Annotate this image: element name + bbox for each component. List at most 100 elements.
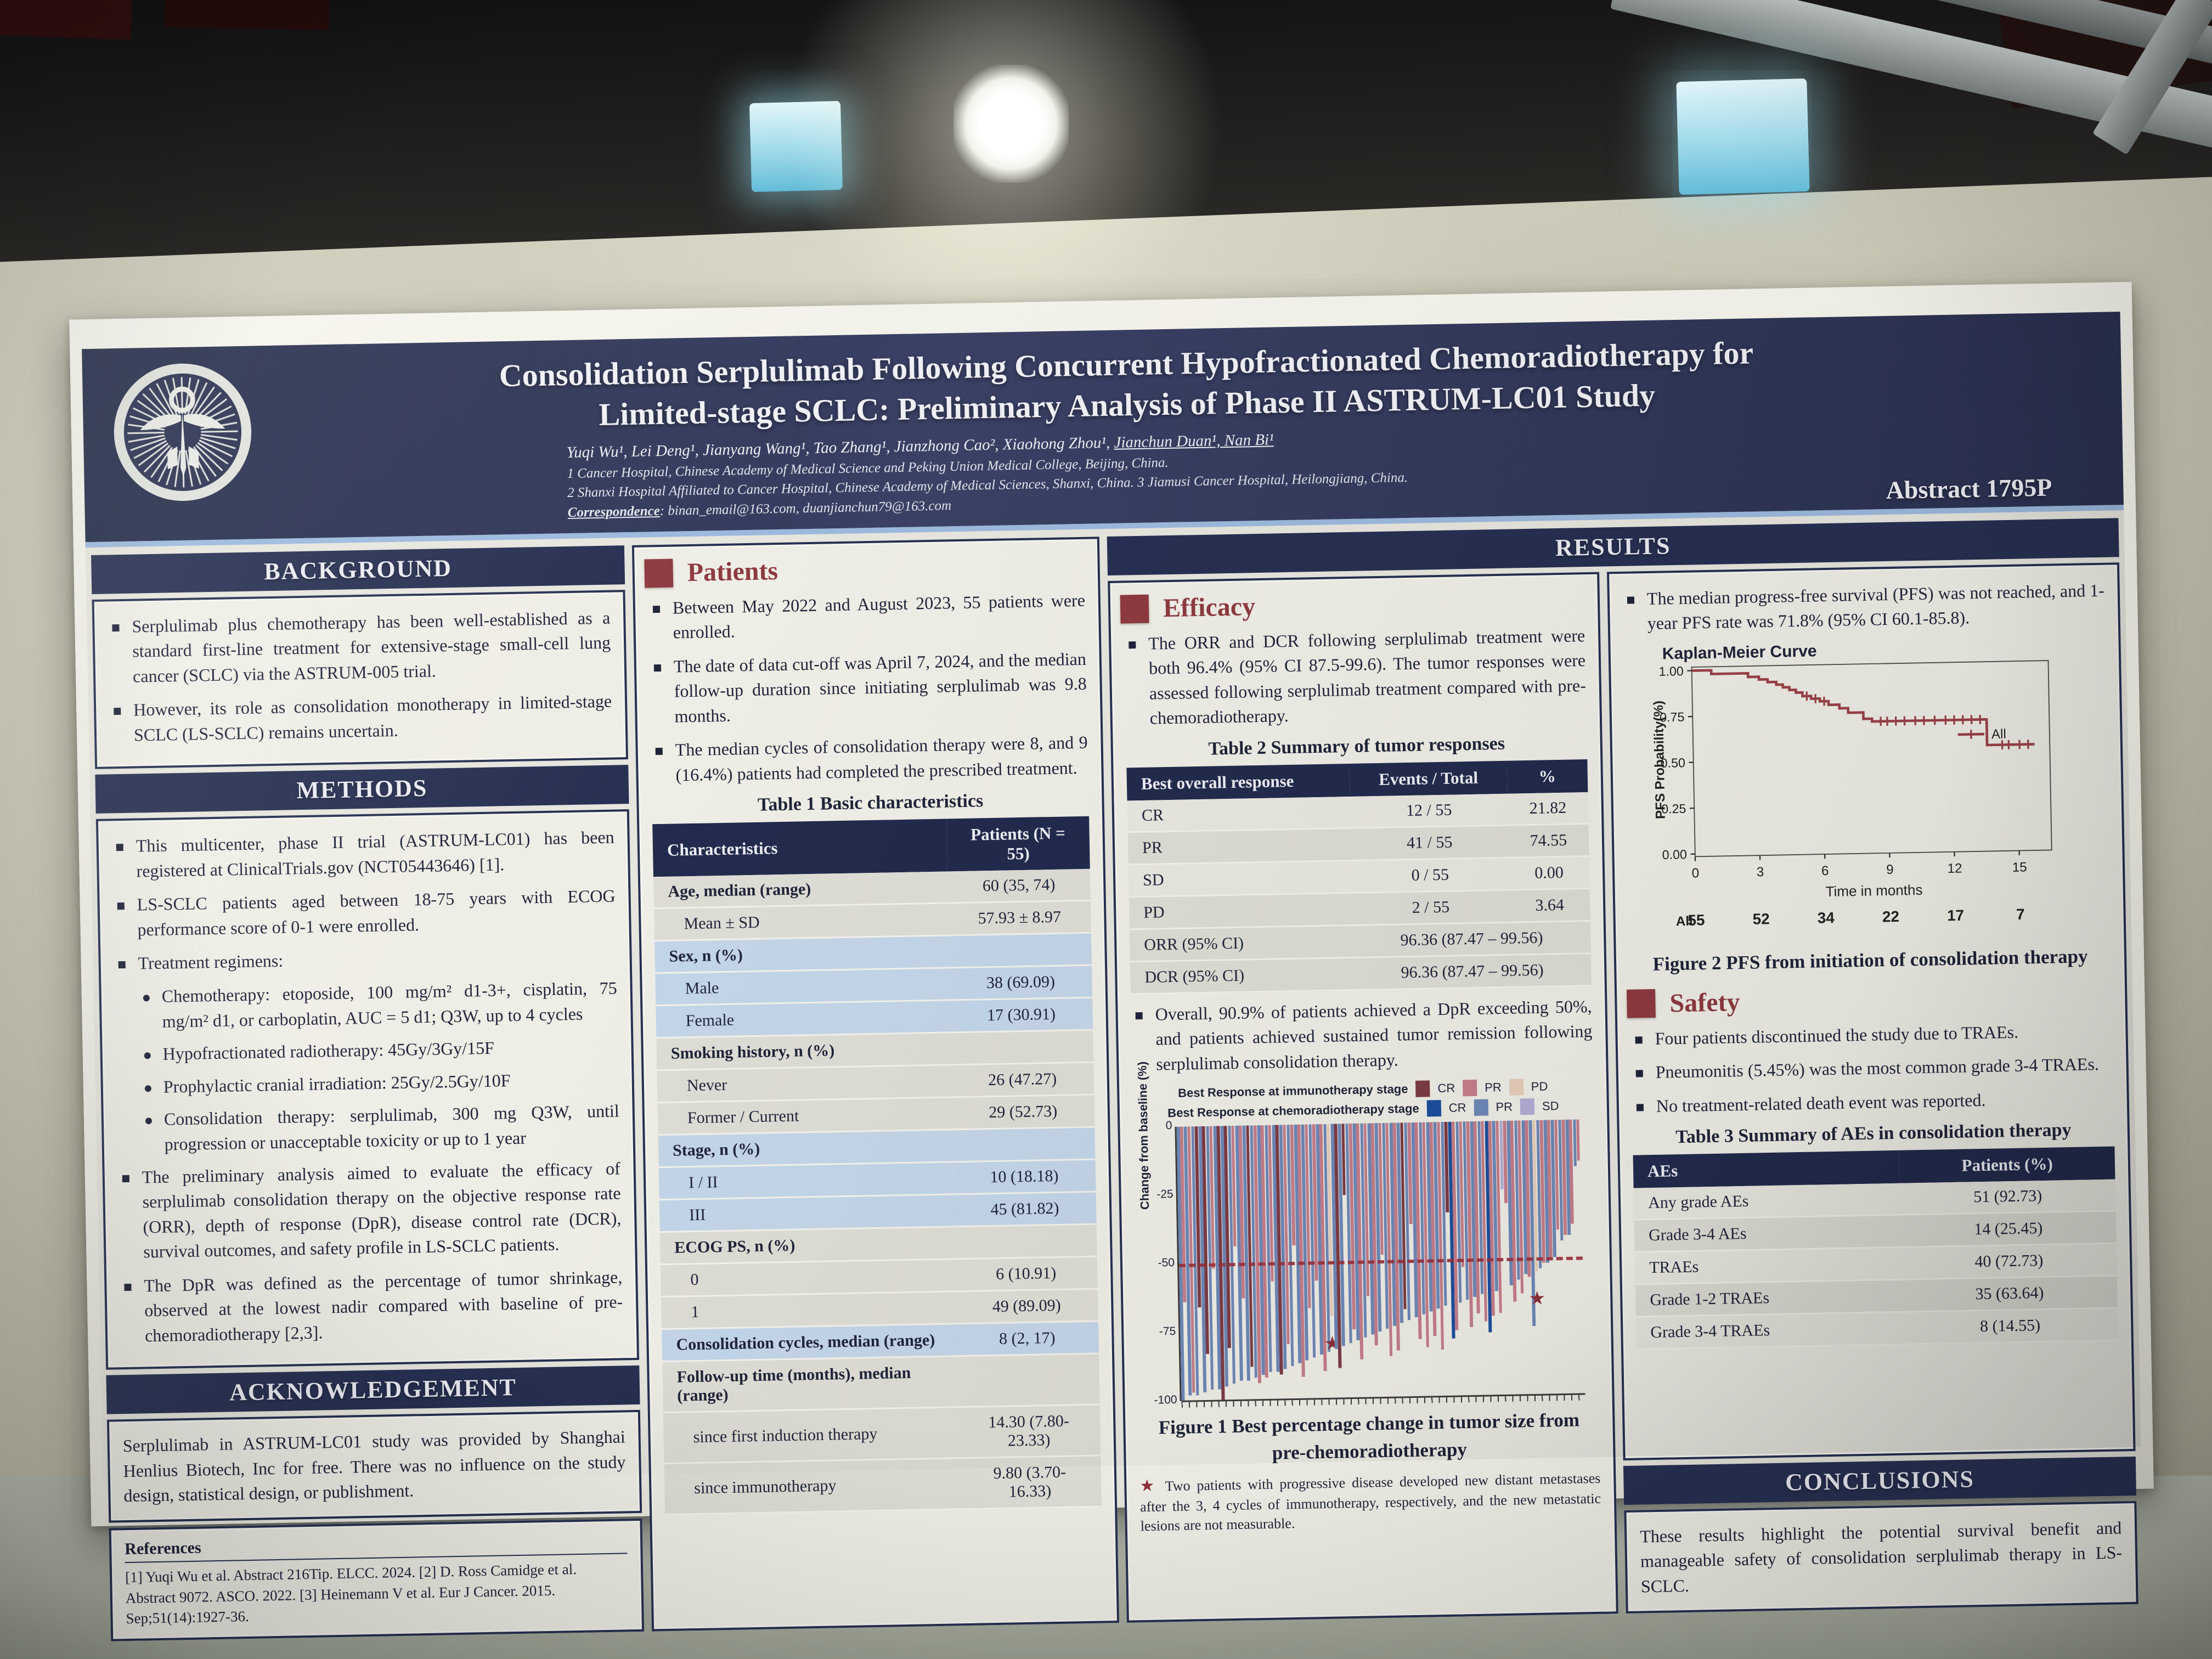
y-tick-label: 0.25 — [1661, 802, 1686, 816]
waterfall-bar-immuno — [1576, 1119, 1581, 1161]
row-value: 14 (25.45) — [1900, 1210, 2117, 1248]
abstract-number-badge: Abstract 1795P — [1886, 473, 2052, 505]
row-label: Never — [657, 1064, 952, 1103]
poster-content: BACKGROUND Serplulimab plus chemotherapy… — [86, 510, 2144, 1641]
cancer-institute-seal-logo — [114, 363, 252, 501]
table3-col-aes: AEs — [1633, 1150, 1900, 1188]
figure1-footnote-text: Two patients with progressive disease de… — [1139, 1470, 1601, 1534]
table1-col-characteristics: Characteristics — [652, 819, 947, 877]
x-axis — [1181, 1393, 1585, 1408]
background-section-header: BACKGROUND — [91, 545, 625, 594]
figure2-km-chart: 0 3 6 9 12 15 1.00 0.75 0.50 0.25 0.00 Time in mont… — [1651, 659, 2052, 929]
x-tick-label: 9 — [1886, 862, 1894, 877]
row-value: 45 (81.82) — [953, 1192, 1097, 1227]
logo-ray — [130, 437, 166, 452]
table3-col-patients: Patients (%) — [1899, 1146, 2115, 1183]
row-label: ECOG PS, n (%) — [659, 1226, 955, 1265]
ceiling-fixture — [164, 0, 330, 30]
logo-ray — [199, 439, 233, 458]
legend-label: All — [1991, 727, 2006, 742]
maroon-square-icon — [644, 558, 674, 588]
row-label: since first induction therapy — [663, 1407, 958, 1464]
figure1-y-axis-label: Change from baseline (%) — [1135, 1061, 1152, 1210]
row-label: ORR (95% CI) — [1129, 925, 1353, 962]
row-label: DCR (95% CI) — [1130, 957, 1354, 994]
bullet-item: LS-SCLC patients aged between 18-75 year… — [112, 884, 616, 943]
references-text: [1] Yuqi Wu et al. Abstract 216Tip. ELCC… — [125, 1561, 577, 1627]
sub-bullet-item: Chemotherapy: etoposide, 100 mg/m² d1-3+… — [114, 976, 618, 1035]
row-pct: 3.64 — [1509, 888, 1590, 922]
legend-swatch-icon — [1520, 1098, 1535, 1115]
row-label: Female — [656, 1000, 950, 1038]
figure1-footnote: ★ Two patients with progressive disease d… — [1139, 1466, 1601, 1536]
efficacy-bullet-1: The ORR and DCR following serplulimab tr… — [1124, 623, 1587, 731]
acknowledgement-text: Serplulimab in ASTRUM-LC01 study was pro… — [122, 1426, 626, 1506]
column-background-methods: BACKGROUND Serplulimab plus chemotherapy… — [91, 545, 645, 1641]
row-label: Male — [655, 968, 950, 1006]
bullet-item: Overall, 90.9% of patients achieved a Dp… — [1131, 994, 1593, 1077]
sub-bullet-item: Prophylactic cranial irradiation: 25Gy/2… — [116, 1066, 619, 1100]
bullet-item: No treatment-related death event was rep… — [1632, 1085, 2114, 1119]
table2-col-events: Events / Total — [1349, 760, 1508, 797]
figure2-caption: Figure 2 PFS from initiation of consolid… — [1652, 945, 2088, 975]
y-axis-label: PFS Probability(%) — [1651, 701, 1668, 819]
legend-swatch-icon — [1415, 1080, 1430, 1097]
at-risk-value: 22 — [1882, 908, 1900, 926]
legend-swatch-label: CR — [1448, 1101, 1466, 1115]
row-label: TRAEs — [1634, 1247, 1902, 1285]
bullet-item: This multicenter, phase II trial (ASTRUM… — [111, 825, 615, 884]
logo-ray — [185, 450, 194, 487]
table3-title: Table 3 Summary of AEs in consolidation … — [1675, 1119, 2072, 1148]
y-tick-label: 0.75 — [1660, 710, 1685, 725]
row-pct: 0.00 — [1508, 856, 1590, 890]
logo-ray — [200, 433, 238, 441]
y-axis-tick-label: -25 — [1156, 1188, 1173, 1201]
row-value: 17 (30.91) — [949, 997, 1093, 1032]
legend-swatch-label: PR — [1485, 1080, 1502, 1094]
bullet-item: However, its role as consolidation monot… — [109, 689, 613, 748]
row-value: 10 (18.18) — [952, 1159, 1096, 1194]
logo-ray — [138, 442, 169, 466]
scientific-poster: Consolidation Serplulimab Following Conc… — [82, 312, 2141, 1649]
safety-section-heading: Safety — [1627, 980, 2112, 1019]
bullet-item: The median cycles of consolidation thera… — [651, 730, 1088, 788]
legend-swatch-label: SD — [1542, 1099, 1559, 1113]
row-label: Mean ± SD — [654, 903, 949, 941]
table2-tumor-responses: Best overall response Events / Total % C… — [1126, 759, 1592, 995]
at-risk-value: 34 — [1818, 909, 1835, 927]
background-bullets: Serplulimab plus chemotherapy has been w… — [108, 606, 612, 748]
row-label: Grade 3-4 AEs — [1634, 1215, 1901, 1252]
at-risk-row-label: All — [1676, 914, 1693, 929]
row-value: 35 (63.64) — [1901, 1275, 2118, 1312]
sub-bullet-item: Consolidation therapy: serplulimab, 300 … — [117, 1099, 620, 1158]
bullet-item: Four patients discontinued the study due… — [1630, 1018, 2113, 1052]
at-risk-value: 17 — [1947, 907, 1965, 924]
row-value: 49 (89.09) — [955, 1289, 1098, 1324]
table1-col-patients: Patients (N = 55) — [946, 816, 1090, 872]
poster-board: Consolidation Serplulimab Following Conc… — [69, 281, 2154, 1649]
x-tick-label: 3 — [1757, 865, 1764, 879]
acknowledgement-section-body: Serplulimab in ASTRUM-LC01 study was pro… — [106, 1409, 642, 1523]
pd-star-icon: ★ — [1528, 1288, 1546, 1310]
bullet-item: The date of data cut-off was April 7, 20… — [650, 647, 1087, 730]
row-label: PD — [1128, 893, 1353, 929]
legend-swatch-label: PR — [1496, 1099, 1513, 1114]
legend-swatch-label: CR — [1437, 1081, 1455, 1096]
row-label: I / II — [658, 1161, 953, 1200]
safety-bullets: Four patients discontinued the study due… — [1630, 1018, 2114, 1119]
conclusions-section-body: These results highlight the potential su… — [1624, 1500, 2138, 1614]
table-header-row: Characteristics Patients (N = 55) — [652, 816, 1090, 877]
row-value: 8 (2, 17) — [955, 1321, 1099, 1356]
table1-title: Table 1 Basic characteristics — [757, 791, 984, 815]
row-label: Age, median (range) — [653, 871, 948, 909]
table2-col-pct: % — [1506, 759, 1588, 794]
legend-row-label: Best Response at chemoradiotherapy stage — [1167, 1101, 1419, 1120]
legend-swatch-icon — [1462, 1079, 1477, 1097]
bullet-item: Serplulimab plus chemotherapy has been w… — [108, 606, 611, 690]
table1-basic-characteristics: Characteristics Patients (N = 55) Age, m… — [652, 816, 1102, 1515]
methods-bullets: This multicenter, phase II trial (ASTRUM… — [111, 825, 623, 1349]
table-row: since first induction therapy 14.30 (7.80… — [663, 1404, 1101, 1464]
row-value — [956, 1353, 1100, 1407]
row-label: Smoking history, n (%) — [656, 1032, 951, 1070]
row-value: 14.30 (7.80-23.33) — [957, 1404, 1101, 1458]
